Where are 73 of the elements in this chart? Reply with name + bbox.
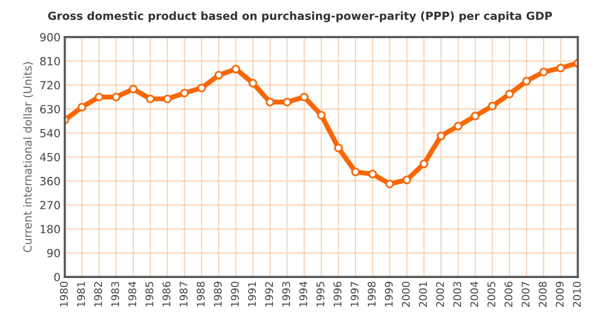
x-tick-label: 1992 bbox=[265, 282, 274, 306]
x-tick-label: 2003 bbox=[453, 282, 462, 307]
x-tick-label: 1980 bbox=[60, 282, 68, 306]
point bbox=[112, 92, 120, 102]
point bbox=[282, 98, 292, 106]
x-tick-label: 2010 bbox=[572, 282, 581, 307]
point bbox=[522, 76, 531, 86]
point bbox=[351, 168, 360, 176]
point bbox=[556, 64, 566, 72]
x-tick-label: 1984 bbox=[128, 282, 136, 306]
point bbox=[300, 92, 309, 102]
point bbox=[385, 180, 394, 188]
point bbox=[197, 84, 206, 92]
x-tick-label: 2002 bbox=[436, 282, 444, 307]
point bbox=[505, 90, 514, 98]
x-tick-label: 1993 bbox=[282, 282, 290, 306]
x-tick-label: 1998 bbox=[368, 282, 376, 306]
point bbox=[266, 98, 274, 106]
point bbox=[78, 102, 86, 112]
x-tick-label: 1994 bbox=[299, 282, 308, 306]
point bbox=[402, 176, 412, 184]
point bbox=[420, 160, 428, 168]
y-tick-label: 900 bbox=[40, 33, 60, 42]
point bbox=[436, 132, 446, 140]
x-tick-label: 1986 bbox=[162, 282, 170, 306]
point bbox=[146, 94, 155, 104]
x-tick-label: 2006 bbox=[504, 282, 512, 307]
x-tick-label: 1989 bbox=[214, 282, 222, 306]
point bbox=[214, 70, 224, 80]
y-tick-label: 360 bbox=[40, 176, 60, 186]
x-tick-label: 1982 bbox=[94, 282, 102, 306]
x-tick-label: 2008 bbox=[538, 282, 547, 307]
point bbox=[470, 112, 480, 120]
point bbox=[163, 94, 172, 104]
point bbox=[316, 110, 326, 120]
point bbox=[488, 102, 497, 110]
y-tick-label: 90 bbox=[47, 248, 60, 258]
x-tick-label: 2005 bbox=[487, 282, 496, 307]
point bbox=[454, 122, 462, 130]
point bbox=[231, 64, 240, 74]
x-tick-label: 2001 bbox=[419, 282, 427, 307]
x-tick-label: 1999 bbox=[384, 282, 393, 306]
point bbox=[128, 84, 138, 94]
x-tick-label: 2000 bbox=[402, 282, 410, 307]
x-tick-label: 1991 bbox=[248, 282, 256, 306]
y-tick-label: 0 bbox=[54, 272, 60, 282]
point bbox=[248, 78, 258, 88]
x-tick-label: 1985 bbox=[145, 282, 154, 306]
x-tick-label: 1997 bbox=[350, 282, 359, 306]
x-tick-label: 1995 bbox=[316, 282, 324, 306]
chart-title: Gross domestic product based on purchasing-power-parity (PPP) per capita GDP bbox=[48, 11, 552, 22]
x-tick-label: 2004 bbox=[470, 282, 478, 307]
y-tick-label: 450 bbox=[40, 152, 60, 162]
y-axis-title: Current international dollar (Units) bbox=[23, 62, 34, 252]
point bbox=[368, 170, 377, 178]
x-tick-label: 1981 bbox=[77, 282, 85, 306]
y-tick-label: 810 bbox=[40, 57, 60, 66]
y-tick-label: 180 bbox=[40, 224, 60, 234]
x-tick-label: 1988 bbox=[196, 282, 205, 306]
y-tick-label: 270 bbox=[40, 200, 60, 210]
y-tick-label: 540 bbox=[40, 128, 60, 138]
x-tick-label: 1996 bbox=[334, 282, 342, 306]
point bbox=[180, 88, 189, 98]
x-tick-label: 1983 bbox=[111, 282, 120, 306]
x-tick-label: 2009 bbox=[556, 282, 564, 307]
x-tick-label: 1987 bbox=[180, 282, 188, 306]
x-tick-label: 1990 bbox=[230, 282, 239, 306]
point bbox=[334, 144, 343, 152]
point bbox=[94, 92, 104, 102]
y-tick-label: 720 bbox=[40, 80, 60, 90]
y-tick-label: 630 bbox=[40, 104, 60, 114]
x-tick-label: 2007 bbox=[522, 282, 530, 307]
point bbox=[539, 68, 548, 76]
